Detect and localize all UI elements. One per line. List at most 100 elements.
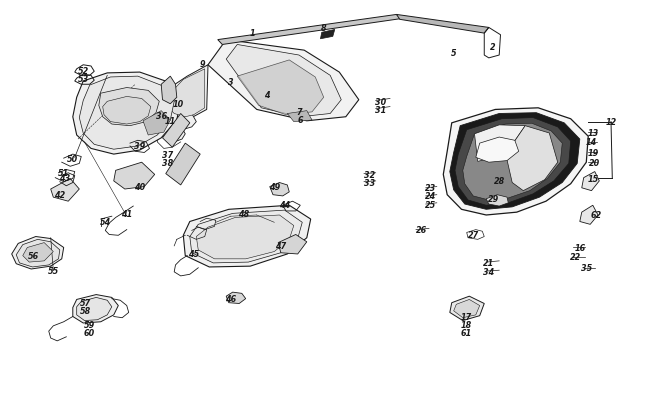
Text: 50: 50	[67, 154, 79, 163]
Text: 3: 3	[228, 77, 233, 86]
Text: 1: 1	[250, 29, 255, 38]
Polygon shape	[287, 111, 312, 122]
Polygon shape	[161, 66, 208, 121]
Text: 11: 11	[164, 117, 176, 126]
Text: 29: 29	[488, 195, 500, 204]
Text: 42: 42	[54, 191, 66, 200]
Polygon shape	[99, 88, 159, 126]
Text: 33: 33	[363, 179, 375, 188]
Polygon shape	[396, 15, 489, 34]
Text: 8: 8	[321, 24, 326, 33]
Polygon shape	[114, 163, 155, 190]
Text: 18: 18	[461, 320, 473, 329]
Text: 61: 61	[461, 328, 473, 337]
Text: 36: 36	[155, 112, 167, 121]
Polygon shape	[278, 235, 307, 254]
Text: 31: 31	[374, 106, 386, 115]
Text: 26: 26	[415, 226, 427, 234]
Text: 45: 45	[188, 250, 200, 259]
Text: 15: 15	[587, 175, 599, 183]
Text: 10: 10	[173, 100, 185, 109]
Polygon shape	[12, 237, 64, 269]
Text: 19: 19	[587, 149, 599, 158]
Text: 35: 35	[580, 264, 592, 273]
Text: 21: 21	[483, 258, 495, 267]
Text: 39: 39	[134, 141, 146, 150]
Polygon shape	[474, 126, 525, 162]
Text: 37: 37	[162, 150, 174, 159]
Text: 6: 6	[298, 116, 303, 125]
Text: 17: 17	[461, 312, 473, 321]
Text: 9: 9	[200, 60, 205, 69]
Text: 51: 51	[58, 169, 70, 178]
Text: 49: 49	[268, 183, 280, 192]
Polygon shape	[463, 124, 562, 200]
Polygon shape	[580, 206, 598, 225]
Polygon shape	[79, 77, 174, 150]
Text: 57: 57	[80, 298, 92, 307]
Text: 41: 41	[121, 209, 133, 218]
Polygon shape	[51, 179, 79, 202]
Text: 25: 25	[424, 200, 436, 209]
Polygon shape	[16, 240, 60, 267]
Polygon shape	[476, 138, 519, 163]
Text: 52: 52	[77, 66, 89, 75]
Text: 32: 32	[363, 171, 375, 179]
Text: 59: 59	[84, 320, 96, 329]
Polygon shape	[77, 298, 112, 321]
Text: 22: 22	[570, 253, 582, 262]
Text: 58: 58	[80, 307, 92, 315]
Polygon shape	[582, 172, 599, 191]
Polygon shape	[226, 45, 341, 117]
Text: 53: 53	[77, 75, 89, 83]
Polygon shape	[320, 30, 335, 40]
Text: 2: 2	[490, 43, 495, 52]
Text: 55: 55	[47, 266, 59, 275]
Polygon shape	[486, 195, 508, 207]
Polygon shape	[161, 122, 185, 143]
Text: 46: 46	[225, 294, 237, 303]
Text: 30: 30	[374, 98, 386, 107]
Text: 56: 56	[28, 252, 40, 260]
Polygon shape	[208, 40, 359, 122]
Polygon shape	[455, 118, 571, 206]
Text: 38: 38	[162, 158, 174, 167]
Polygon shape	[226, 292, 246, 304]
Text: 7: 7	[296, 108, 302, 117]
Text: 27: 27	[467, 230, 479, 239]
Text: 14: 14	[586, 138, 597, 147]
Text: 54: 54	[99, 217, 111, 226]
Text: 48: 48	[238, 209, 250, 218]
Text: 24: 24	[424, 192, 436, 201]
Polygon shape	[237, 61, 324, 115]
Text: 4: 4	[264, 91, 269, 100]
Text: 20: 20	[589, 158, 601, 167]
Polygon shape	[103, 97, 151, 125]
Polygon shape	[161, 77, 177, 104]
Polygon shape	[450, 296, 484, 321]
Text: 12: 12	[605, 118, 617, 127]
Text: 34: 34	[483, 267, 495, 276]
Polygon shape	[166, 144, 200, 185]
Polygon shape	[168, 106, 196, 130]
Text: 43: 43	[59, 174, 71, 183]
Text: 62: 62	[591, 211, 603, 220]
Polygon shape	[23, 243, 53, 262]
Polygon shape	[196, 215, 294, 259]
Text: 40: 40	[134, 183, 146, 192]
Polygon shape	[450, 113, 580, 210]
Text: 28: 28	[493, 177, 505, 186]
Polygon shape	[506, 126, 558, 191]
Text: 13: 13	[587, 128, 599, 137]
Polygon shape	[443, 109, 588, 215]
Polygon shape	[183, 206, 311, 267]
Polygon shape	[454, 300, 480, 318]
Polygon shape	[162, 114, 190, 148]
Text: 47: 47	[275, 242, 287, 251]
Text: 16: 16	[574, 243, 586, 252]
Polygon shape	[143, 111, 170, 136]
Polygon shape	[73, 295, 118, 323]
Text: 44: 44	[279, 200, 291, 209]
Polygon shape	[218, 15, 402, 45]
Polygon shape	[270, 183, 289, 196]
